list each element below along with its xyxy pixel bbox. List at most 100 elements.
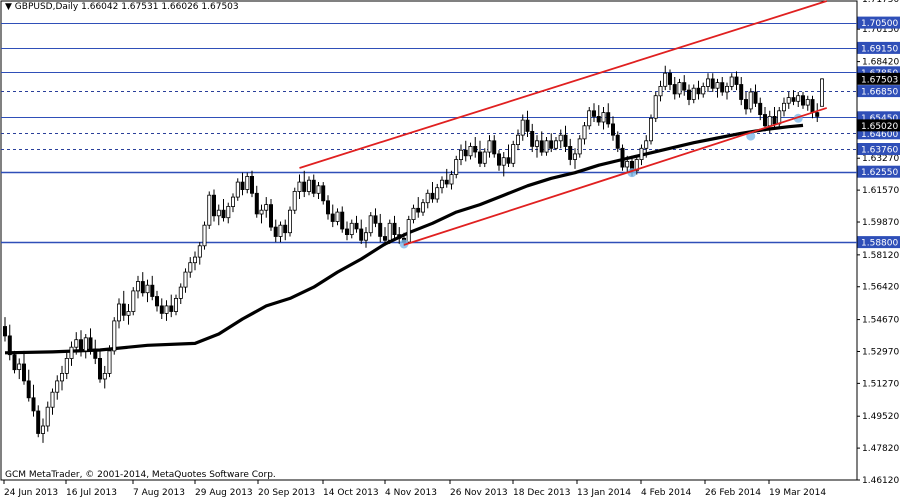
candle-body [131,290,136,312]
level-label-7-box [857,165,900,178]
x-tick-label-12: 19 Mar 2014 [769,488,826,498]
candle-body [221,209,226,219]
candle-body [240,181,245,191]
level-label-5: 1.64600 [861,130,898,140]
candle-body [539,140,544,153]
candle-body [805,99,810,106]
collapse-triangle-icon[interactable]: ▼ [5,2,12,12]
candle-body [663,72,668,87]
candle-body [154,296,159,307]
candle-body [554,140,559,149]
candle-body [611,123,616,136]
x-tick-label-10: 4 Feb 2014 [641,488,692,498]
y-tick-label-12: 1.51270 [862,379,899,389]
candle-body [74,339,79,348]
candle-body [197,245,202,258]
candle-body [815,112,820,117]
candle-body [516,134,521,145]
candle-body [777,110,782,125]
candle-body [463,149,468,157]
candle-body [696,87,701,95]
candle-body [744,99,749,110]
candle-body [530,130,535,147]
candle-body [397,234,402,239]
x-tick-label-1: 16 Jul 2013 [66,488,117,498]
y-tick-label-7: 1.59870 [862,218,899,228]
moving-average-line [4,123,804,355]
candle-body [739,84,744,100]
x-tick-label-5: 14 Oct 2013 [323,488,379,498]
candle-body [801,95,806,106]
y-tick-label-15: 1.46120 [862,476,899,486]
candle-body [596,116,601,123]
trendline-lower-channel [403,107,828,246]
candle-body [159,305,164,314]
candle-body [112,320,117,352]
candle-body [701,86,706,95]
candle-body [98,357,103,380]
candle-body [31,397,36,412]
candle-body [216,209,221,217]
candle-body [615,134,620,149]
candle-body [715,82,720,89]
candle-body [192,256,197,264]
candle-body [677,82,682,95]
candle-body [88,337,93,350]
candle-body [782,102,787,112]
candle-body [492,140,497,155]
candle-body [287,209,292,234]
level-label-6: 1.63760 [861,146,898,156]
candle-body [311,179,316,194]
candle-body [259,209,264,215]
x-tick-label-2: 7 Aug 2013 [133,488,185,498]
y-tick-label-9: 1.56420 [862,283,899,293]
candle-body [582,125,587,140]
candle-body [230,196,235,207]
x-tick-label-6: 4 Nov 2013 [385,488,437,498]
y-tick-label-8: 1.58120 [862,251,899,261]
trendline-upper-channel [299,0,828,169]
level-label-8: 1.58800 [861,239,898,249]
candle-body [501,157,506,166]
candle-body [458,149,463,160]
ohlc-low: 1.66026 [161,2,199,12]
candle-body [449,174,454,185]
candle-body [50,391,55,408]
x-tick-label-0: 24 Jun 2013 [4,488,58,498]
candle-body [420,202,425,213]
candle-body [306,179,311,192]
candle-body [649,117,654,142]
candle-body [482,151,487,164]
candle-body [3,326,8,337]
candle-body [140,281,145,294]
candle-body [672,84,677,95]
candle-body [226,205,231,219]
candle-body [468,145,473,157]
candle-body [335,211,340,222]
level-label-3: 1.66850 [861,88,898,98]
candle-body [382,236,387,241]
candle-body [720,82,725,93]
ma-price-label: 1.65020 [861,122,898,132]
candle-body [577,138,582,155]
candle-body [487,140,492,153]
ohlc-open: 1.66042 [81,2,119,12]
candle-body [126,311,131,316]
candle-body [725,86,730,93]
candle-body [796,95,801,102]
candle-body [506,157,511,164]
candle-body [691,87,696,100]
candle-body [639,147,644,161]
candle-body [83,337,88,352]
symbol-label: GBPUSD,Daily [14,2,79,12]
candle-body [7,335,12,356]
candle-body [734,76,739,85]
candle-body [17,363,22,370]
candle-body [93,348,98,359]
candle-body [439,179,444,189]
candle-body [748,91,753,110]
candle-body [544,140,549,153]
candle-body [173,297,178,312]
candle-body [810,99,815,114]
